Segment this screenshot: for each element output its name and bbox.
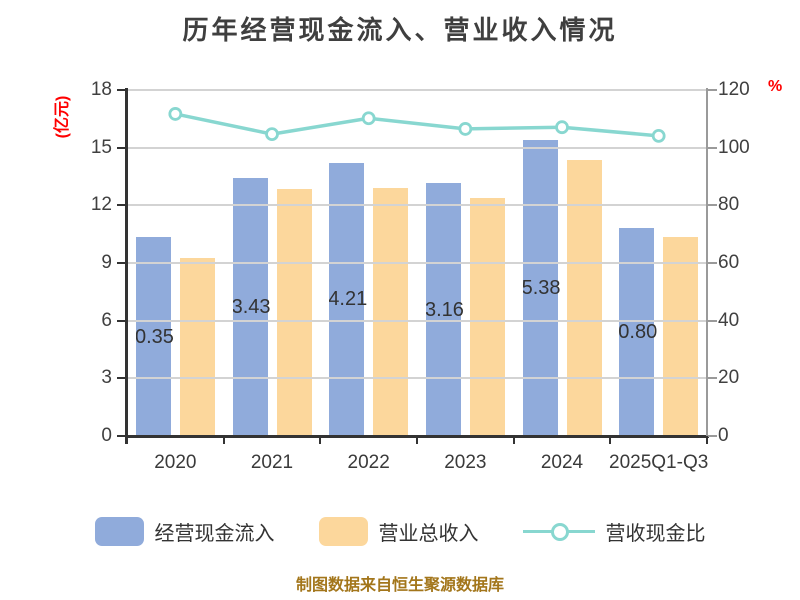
left-tick-label-12: 12 bbox=[90, 194, 112, 216]
right-tick-mark-40 bbox=[707, 319, 717, 322]
data-source-note: 制图数据来自恒生聚源数据库 bbox=[295, 577, 504, 594]
bar-value-label-2022: 14.21 bbox=[329, 288, 368, 311]
x-tick-mark-2 bbox=[319, 436, 322, 444]
right-tick-mark-80 bbox=[707, 204, 717, 207]
bar-value-label-2025Q1-Q3: 10.80 bbox=[619, 321, 658, 344]
left-tick-label-18: 18 bbox=[90, 79, 112, 100]
x-axis-label-2025Q1-Q3: 2025Q1-Q3 bbox=[609, 452, 709, 473]
left-tick-mark-3 bbox=[117, 377, 127, 380]
x-axis-label-2023: 2023 bbox=[444, 452, 487, 473]
left-axis-unit-label: (亿元) bbox=[54, 95, 71, 139]
legend-item-total-revenue[interactable]: 营业总收入 bbox=[318, 517, 479, 546]
left-tick-mark-6 bbox=[117, 319, 127, 322]
x-axis-label-2024: 2024 bbox=[540, 452, 584, 473]
chart-title: 历年经营现金流入、营业收入情况 bbox=[182, 15, 618, 45]
legend-item-cash-ratio[interactable]: 营收现金比 bbox=[522, 517, 706, 546]
gridline-3 bbox=[127, 377, 707, 380]
x-tick-mark-3 bbox=[416, 436, 418, 444]
left-tick-label-3: 3 bbox=[101, 367, 112, 389]
right-tick-label-80: 80 bbox=[718, 194, 740, 216]
cash-ratio-point-2023[interactable] bbox=[458, 122, 473, 136]
total-revenue-swatch bbox=[318, 517, 368, 546]
cash-ratio-point-2025Q1-Q3[interactable] bbox=[651, 128, 666, 143]
x-tick-mark-4 bbox=[512, 436, 515, 444]
total-revenue-legend-label: 营业总收入 bbox=[378, 523, 479, 545]
cash-ratio-line bbox=[168, 107, 666, 143]
right-tick-mark-120 bbox=[707, 89, 717, 91]
right-tick-label-60: 60 bbox=[718, 252, 740, 273]
left-tick-mark-9 bbox=[117, 262, 127, 264]
bar-total-revenue-2023[interactable] bbox=[469, 198, 505, 436]
right-axis-unit-label: % bbox=[768, 78, 783, 95]
x-axis-label-2021: 2021 bbox=[250, 452, 294, 473]
right-tick-label-40: 40 bbox=[718, 309, 740, 331]
right-tick-label-0: 0 bbox=[718, 425, 729, 446]
bar-cash-inflow-2020[interactable] bbox=[135, 237, 171, 436]
x-tick-mark-6 bbox=[706, 436, 708, 444]
left-tick-label-6: 6 bbox=[101, 309, 112, 331]
bar-total-revenue-2020[interactable] bbox=[179, 257, 215, 436]
cash-ratio-point-2020[interactable] bbox=[168, 107, 183, 121]
gridline-6 bbox=[127, 319, 707, 322]
left-tick-mark-15 bbox=[117, 146, 127, 149]
left-tick-mark-18 bbox=[117, 89, 127, 91]
cash-ratio-line-marker-icon bbox=[522, 517, 595, 546]
bar-value-label-2021: 13.43 bbox=[232, 295, 271, 318]
bar-cash-inflow-2023[interactable] bbox=[425, 183, 461, 436]
bar-value-label-2024: 15.38 bbox=[522, 277, 561, 300]
bar-value-label-2023: 13.16 bbox=[425, 298, 464, 321]
x-axis-label-2020: 2020 bbox=[154, 452, 197, 473]
right-tick-mark-20 bbox=[707, 377, 717, 380]
y-axis-left-line bbox=[125, 88, 128, 444]
gridline-15 bbox=[127, 146, 707, 149]
right-tick-label-20: 20 bbox=[718, 367, 740, 389]
right-tick-mark-0 bbox=[707, 435, 717, 437]
right-tick-mark-60 bbox=[707, 262, 717, 264]
cash-ratio-legend-label: 营收现金比 bbox=[605, 523, 706, 545]
gridline-18 bbox=[127, 89, 707, 91]
cash-ratio-point-2021[interactable] bbox=[265, 127, 279, 142]
bar-total-revenue-2025Q1-Q3[interactable] bbox=[663, 236, 699, 436]
chart-legend: 经营现金流入 营业总收入 营收现金比 bbox=[0, 517, 800, 546]
plot-area: 10.35 13.43 14.21 13.16 15.38 10.80 bbox=[127, 89, 707, 436]
right-tick-label-100: 100 bbox=[718, 136, 750, 158]
bar-cash-inflow-2024[interactable] bbox=[522, 140, 558, 436]
bar-total-revenue-2022[interactable] bbox=[373, 188, 409, 436]
left-tick-mark-0 bbox=[117, 435, 127, 437]
gridline-12 bbox=[127, 204, 707, 207]
right-tick-label-120: 120 bbox=[718, 79, 750, 100]
cash-ratio-point-2024[interactable] bbox=[555, 120, 569, 135]
left-tick-label-9: 9 bbox=[101, 252, 112, 273]
gridline-9 bbox=[127, 262, 707, 264]
bar-cash-inflow-2021[interactable] bbox=[232, 177, 268, 436]
y-axis-right-line bbox=[706, 88, 708, 444]
left-tick-label-0: 0 bbox=[101, 425, 112, 446]
cash-ratio-point-2022[interactable] bbox=[361, 111, 376, 126]
x-axis-label-2022: 2022 bbox=[347, 452, 390, 473]
left-tick-mark-12 bbox=[117, 204, 127, 207]
x-tick-mark-5 bbox=[609, 436, 612, 444]
x-tick-mark-0 bbox=[126, 436, 128, 444]
bar-total-revenue-2021[interactable] bbox=[276, 189, 312, 436]
cash-inflow-legend-label: 经营现金流入 bbox=[154, 523, 275, 545]
x-tick-mark-1 bbox=[222, 436, 225, 444]
bar-cash-inflow-2022[interactable] bbox=[329, 162, 365, 436]
left-tick-label-15: 15 bbox=[90, 136, 112, 158]
bar-value-label-2020: 10.35 bbox=[135, 325, 174, 348]
cash-inflow-swatch bbox=[94, 517, 144, 546]
right-tick-mark-100 bbox=[707, 146, 717, 149]
legend-item-cash-inflow[interactable]: 经营现金流入 bbox=[94, 517, 275, 546]
